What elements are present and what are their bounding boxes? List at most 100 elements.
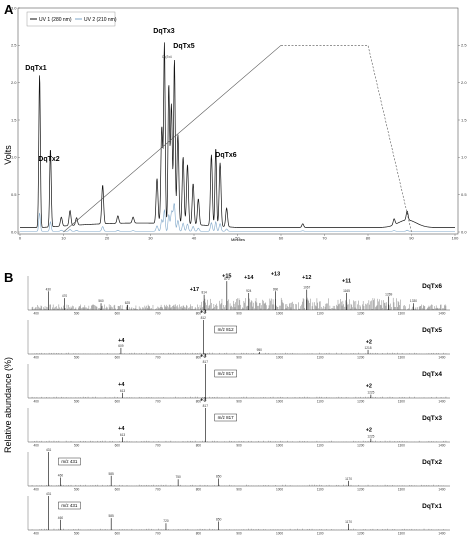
- spectrum-x-tick: 1400: [438, 356, 445, 360]
- left-tick-label: 2.0: [11, 80, 17, 85]
- spectrum-dqtx6: 430 470 560 625 814 870 924 990 1067 1165 1269 1330…: [27, 272, 450, 316]
- charge-label: +3: [200, 353, 206, 359]
- charge-label: +11: [342, 279, 351, 285]
- spectrum-x-tick: 600: [115, 356, 121, 360]
- peak-label-dqtx5: DqTx5: [173, 43, 195, 50]
- spectrum-x-tick: 600: [115, 400, 121, 404]
- peak-label-dqtx1: DqTx1: [25, 65, 47, 72]
- left-axis-ticks: 3.0 2.5 2.0 1.5 1.0 0.5 0.0: [11, 5, 20, 234]
- peak-mz-label: 560: [98, 299, 104, 303]
- mz-box: [214, 325, 237, 334]
- spectrum-x-tick: 1300: [398, 400, 405, 404]
- spectrum-x-tick: 400: [33, 356, 39, 360]
- left-tick-label: 1.0: [11, 155, 17, 160]
- charge-label: +2: [366, 340, 372, 346]
- charge-label: +2: [366, 428, 372, 434]
- panel-a-xlabel: Minutes: [231, 237, 245, 242]
- spectrum-x-tick: 500: [74, 312, 80, 316]
- spectrum-dqtx4: 817 613 1225 400 500 600 700 800 900 1000 1100 1200…: [27, 353, 450, 404]
- charge-label: +13: [271, 272, 280, 278]
- spectrum-x-tick: 1100: [317, 312, 324, 316]
- spectrum-x-tick: 900: [236, 400, 242, 404]
- peak-mz-label: 817: [203, 404, 209, 408]
- peak-mz-label: 613: [120, 433, 126, 437]
- spectrum-x-tick: 700: [155, 488, 161, 492]
- charge-label: +12: [302, 275, 311, 281]
- spectrum-dqtx3: 817 613 1225 400 500 600 700 800 900 1000 1100 1200…: [27, 397, 450, 448]
- spectrum-x-tick: 400: [33, 444, 39, 448]
- peak-mz-label: 817: [203, 360, 209, 364]
- peak-mz-label: 430: [46, 287, 52, 291]
- gradient-line: [63, 45, 282, 233]
- peak-mz-label: 470: [62, 294, 68, 298]
- spectrum-x-tick: 1300: [398, 532, 405, 536]
- spectrum-x-tick: 1400: [438, 312, 445, 316]
- legend-label-uv1: UV 1 (280 nm): [39, 17, 72, 23]
- spectrum-x-tick: 1400: [438, 488, 445, 492]
- peak-label-dqtx2: DqTx2: [38, 156, 60, 163]
- spectrum-dqtx2: 431 460 585 750 850 1170 400 500 600 700 800 900 100…: [27, 448, 450, 492]
- charge-label: +3: [200, 309, 206, 315]
- panel-a-ylabel: Volts: [3, 145, 13, 165]
- spectrum-x-tick: 1000: [276, 488, 283, 492]
- spectrum-name: DqTx6: [422, 283, 442, 290]
- right-tick-label: 0.5: [461, 192, 467, 197]
- spectrum-x-tick: 1100: [317, 488, 324, 492]
- uv1-trace: [20, 42, 455, 228]
- peak-mz-label: 870: [224, 277, 230, 281]
- spectrum-x-tick: 1300: [398, 356, 405, 360]
- spectrum-name: DqTx5: [422, 327, 442, 334]
- panel-a-frame: [17, 7, 459, 235]
- peak-label-dqtx4: DqTx4: [162, 55, 172, 59]
- spectrum-x-tick: 1300: [398, 488, 405, 492]
- spectrum-x-tick: 800: [196, 312, 202, 316]
- spectrum-x-tick: 1000: [276, 444, 283, 448]
- peak-mz-label: 1170: [345, 520, 352, 524]
- x-axis-ticks: 0 10 20 30 40 50 60 70 80 90 100: [19, 234, 459, 241]
- spectra-stack: 430 470 560 625 814 870 924 990 1067 1165 1269 1330…: [27, 272, 450, 536]
- x-tick-label: 0: [19, 236, 22, 241]
- spectrum-x-tick: 1400: [438, 400, 445, 404]
- spectrum-name: DqTx1: [422, 503, 442, 510]
- spectrum-name: DqTx3: [422, 415, 442, 422]
- spectrum-x-tick: 500: [74, 488, 80, 492]
- peak-mz-label: 609: [118, 344, 124, 348]
- spectrum-x-tick: 1200: [357, 356, 364, 360]
- spectrum-x-tick: 900: [236, 312, 242, 316]
- peak-mz-label: 460: [58, 516, 64, 520]
- peak-mz-label: 431: [46, 492, 52, 496]
- right-axis-ticks: 2.5 2.0 1.5 1.0 0.5 0.0: [458, 43, 467, 234]
- peak-mz-label: 750: [175, 475, 181, 479]
- spectrum-x-tick: 1000: [276, 356, 283, 360]
- spectrum-x-tick: 400: [33, 312, 39, 316]
- spectrum-x-tick: 1100: [317, 400, 324, 404]
- spectrum-dqtx1: 431 460 585 720 850 1170 400 500 600 700 800 900 100…: [27, 492, 450, 536]
- chromatogram-panel: A Volts UV 1 (280 nm) UV 2 (210 nm) 3.0 2…: [3, 2, 467, 242]
- charge-label: +14: [244, 275, 254, 281]
- spectrum-x-tick: 700: [155, 400, 161, 404]
- peak-mz-label: 1218: [364, 346, 371, 350]
- mz-box: [214, 413, 237, 422]
- spectrum-dqtx5: 812 609 1218 950 400 500 600 700 800 900 1000 1100 1…: [27, 309, 450, 360]
- peak-label-dqtx3: DqTx3: [153, 28, 175, 35]
- x-tick-label: 40: [192, 236, 197, 241]
- spectrum-x-tick: 900: [236, 488, 242, 492]
- spectrum-x-tick: 500: [74, 400, 80, 404]
- spectrum-x-tick: 400: [33, 532, 39, 536]
- left-tick-label: 0.0: [11, 229, 17, 234]
- charge-label: +3: [200, 397, 206, 403]
- spectrum-x-tick: 800: [196, 400, 202, 404]
- peak-mz-label: 625: [125, 301, 131, 305]
- spectrum-x-tick: 1100: [317, 444, 324, 448]
- spectrum-name: DqTx2: [422, 459, 442, 466]
- left-tick-label: 1.5: [11, 117, 17, 122]
- spectrum-x-tick: 1200: [357, 488, 364, 492]
- x-tick-label: 30: [148, 236, 153, 241]
- left-tick-label: 0.5: [11, 192, 17, 197]
- panel-b-letter: B: [4, 270, 13, 285]
- charge-label: +2: [366, 384, 372, 390]
- x-tick-label: 50: [235, 236, 240, 241]
- peak-mz-label: 720: [163, 519, 169, 523]
- right-tick-label: 2.0: [461, 80, 467, 85]
